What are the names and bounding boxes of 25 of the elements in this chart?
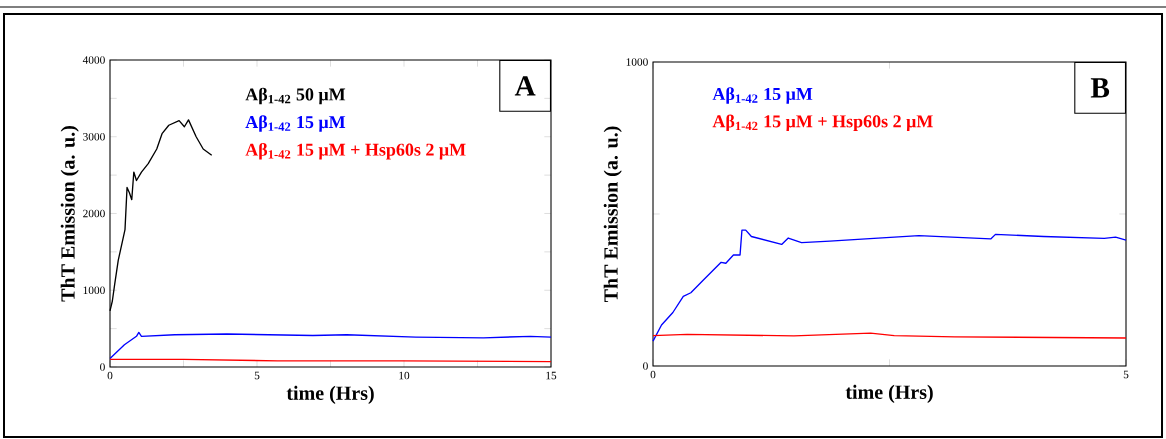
x-tick-label: 5 [1123, 370, 1129, 379]
text: Aβ$_{1-42}$ 15 μM + Hsp60s 2 μM [712, 114, 933, 132]
annotation: B [1090, 78, 1110, 98]
line-series [652, 229, 1127, 342]
y-axis-title: ThT Emission (a. u.) [603, 126, 622, 303]
y-tick-label: 0 [100, 363, 105, 371]
x-axis-title: time (Hrs) [845, 384, 933, 403]
text: Aβ$_{1-42}$ 15 μM + Hsp60s 2 μM [245, 142, 466, 160]
x-tick-label: 15 [546, 371, 557, 380]
y-tick-label: 1000 [83, 286, 105, 295]
y-tick-label: 2000 [83, 209, 105, 218]
y-tick-label: 3000 [83, 132, 105, 141]
x-tick-label: 10 [399, 371, 410, 380]
annotation: A [514, 76, 536, 96]
x-tick-label: 5 [254, 371, 260, 380]
x-tick-label: 0 [107, 371, 113, 380]
text: Aβ$_{1-42}$ 15 μM [712, 87, 813, 104]
line-series [109, 331, 552, 360]
x-tick-label: 0 [650, 370, 656, 379]
text: Aβ$_{1-42}$ 15 μM [245, 115, 346, 132]
y-axis-title: ThT Emission (a. u.) [60, 126, 79, 302]
text: Aβ$_{1-42}$ 50 μM [245, 87, 346, 105]
y-tick-label: 1000 [626, 58, 648, 66]
y-tick-label: 4000 [82, 56, 105, 64]
x-axis-title: time (Hrs) [286, 385, 374, 404]
